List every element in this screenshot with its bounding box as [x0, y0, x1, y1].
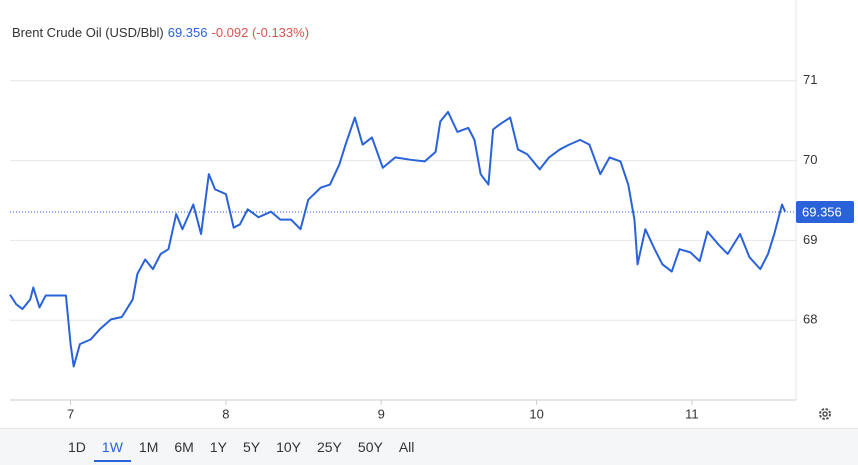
- title: Brent Crude Oil (USD/Bbl): [12, 25, 164, 40]
- range-bar: 1D 1W 1M 6M 1Y 5Y 10Y 25Y 50Y All: [0, 408, 858, 465]
- x-tick-label: 9: [378, 406, 385, 421]
- range-button[interactable]: 50Y: [357, 439, 383, 455]
- price-badge-label: 69.356: [802, 204, 842, 219]
- price-line: [9, 110, 787, 368]
- range-buttons: 1D 1W 1M 6M 1Y 5Y 10Y 25Y 50Y All: [60, 437, 422, 462]
- range-button[interactable]: 25Y: [316, 439, 342, 455]
- range-button[interactable]: 1D: [68, 439, 86, 455]
- price: 69.356: [167, 25, 208, 40]
- chart: 68 69 70 71 7 8 9 10 11 69.356: [9, 0, 854, 421]
- change: -0.092 (-0.133%): [211, 25, 310, 40]
- y-tick-label: 71: [803, 72, 817, 87]
- x-tick-label: 11: [685, 406, 699, 421]
- price-badge: [796, 200, 854, 223]
- x-tick-label: 10: [529, 406, 543, 421]
- range-button[interactable]: All: [398, 439, 415, 455]
- range-button[interactable]: 5Y: [242, 439, 261, 455]
- header: Brent Crude Oil (USD/Bbl) 69.356 -0.092 (-…: [12, 25, 309, 40]
- x-tick-label: 8: [222, 406, 229, 421]
- x-tick-label: 7: [67, 406, 74, 421]
- range-button[interactable]: 6M: [174, 439, 194, 455]
- range-button[interactable]: 10Y: [276, 439, 301, 455]
- range-button[interactable]: 1Y: [209, 439, 227, 455]
- settings-icon[interactable]: [816, 405, 834, 423]
- y-tick-label: 68: [803, 312, 817, 327]
- range-button[interactable]: 1W: [93, 437, 131, 462]
- y-tick-label: 70: [803, 152, 817, 167]
- range-button[interactable]: 1M: [138, 439, 159, 455]
- y-tick-label: 69: [803, 232, 817, 247]
